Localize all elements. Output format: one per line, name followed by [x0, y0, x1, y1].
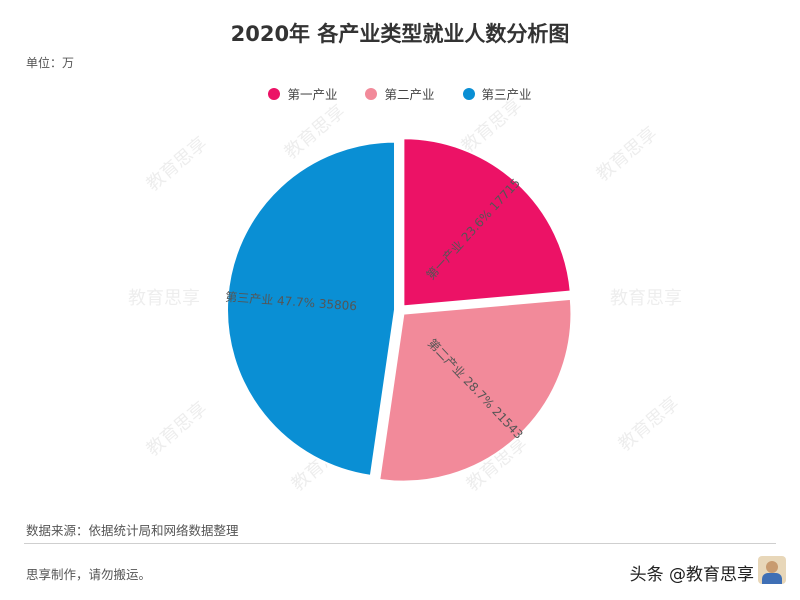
legend-dot-icon [365, 87, 378, 100]
footer-divider [24, 543, 776, 544]
footer-note: 思享制作，请勿搬运。 [26, 567, 152, 582]
pie-slice-primary[interactable] [402, 137, 572, 308]
pie-slice-secondary[interactable] [378, 297, 573, 483]
legend-label: 第三产业 [481, 87, 532, 102]
chart-title: 2020年 各产业类型就业人数分析图 [230, 22, 570, 46]
legend-label: 第一产业 [287, 87, 338, 102]
unit-label: 单位：万 [26, 56, 75, 70]
avatar[interactable] [758, 556, 786, 584]
legend-item-secondary[interactable]: 第二产业 [365, 84, 435, 103]
legend-item-primary[interactable]: 第一产业 [268, 84, 337, 103]
legend-dot-icon [268, 87, 281, 100]
legend-item-tertiary[interactable]: 第三产业 [462, 84, 532, 103]
legend-dot-icon [462, 87, 475, 100]
data-source: 数据来源：依据统计局和网络数据整理 [26, 523, 239, 538]
pie-slice-tertiary[interactable] [226, 140, 397, 477]
avatar-body-icon [762, 573, 782, 584]
brand-label[interactable]: 头条 @教育思享 [629, 565, 754, 585]
avatar-face-icon [766, 561, 778, 573]
legend: 第一产业 第二产业 第三产业 [0, 84, 800, 103]
legend-label: 第二产业 [384, 87, 435, 102]
